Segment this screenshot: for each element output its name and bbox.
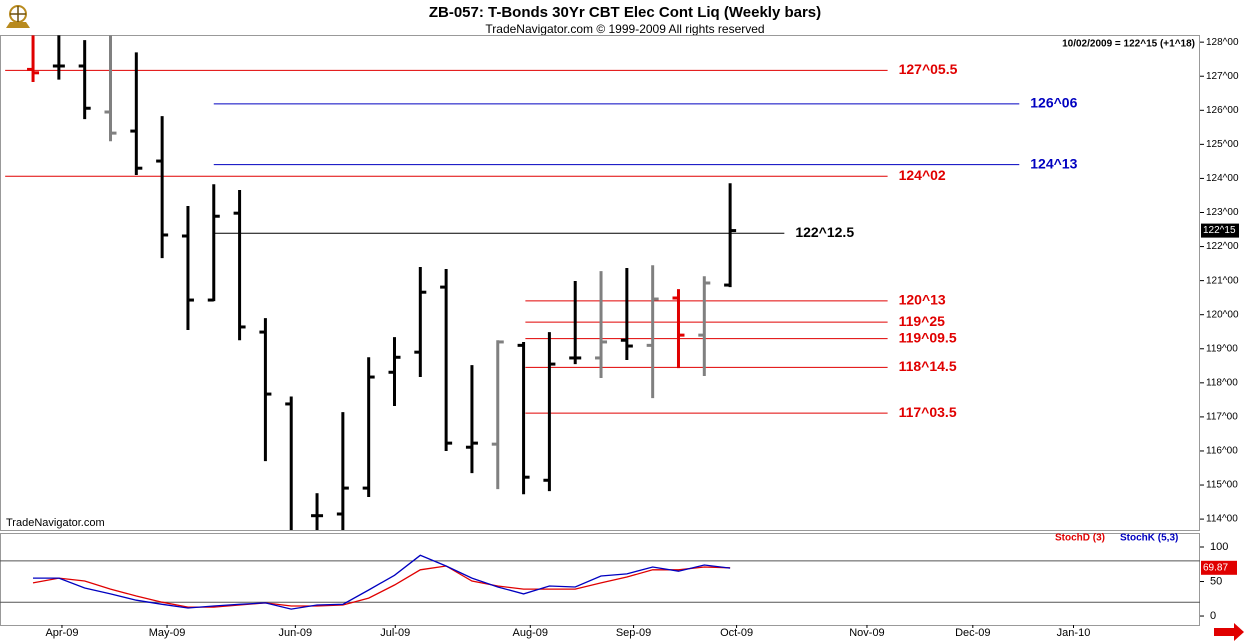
level-label: 120^13 <box>899 292 946 308</box>
x-tick-label: Jan-10 <box>1057 627 1091 639</box>
price-plot <box>5 35 1020 530</box>
y-tick-label: 117^00 <box>1206 412 1238 423</box>
chart-subtitle: TradeNavigator.com © 1999-2009 All right… <box>485 22 764 36</box>
y-tick-label: 0 <box>1210 610 1216 622</box>
y-tick-label: 119^00 <box>1206 343 1238 354</box>
x-tick-label: May-09 <box>149 627 186 639</box>
watermark: TradeNavigator.com <box>6 517 105 529</box>
y-tick-label: 123^00 <box>1206 207 1239 218</box>
scroll-arrow[interactable] <box>1214 623 1244 641</box>
x-tick-label: Apr-09 <box>45 627 78 639</box>
x-tick-label: Dec-09 <box>955 627 990 639</box>
level-label: 127^05.5 <box>899 61 958 77</box>
level-label: 117^03.5 <box>899 404 957 420</box>
level-label: 119^25 <box>899 313 946 329</box>
x-tick-label: Jul-09 <box>380 627 410 639</box>
y-tick-label: 120^00 <box>1206 309 1239 320</box>
level-label: 126^06 <box>1030 95 1077 111</box>
y-tick-label: 125^00 <box>1206 139 1239 150</box>
header-note: 10/02/2009 = 122^15 (+1^18) <box>1062 39 1195 50</box>
level-label: 124^13 <box>1030 155 1077 171</box>
stoch-plot <box>0 554 1200 610</box>
x-tick-label: Sep-09 <box>616 627 651 639</box>
chart-title: ZB-057: T-Bonds 30Yr CBT Elec Cont Liq (… <box>429 4 821 21</box>
y-tick-label: 124^00 <box>1206 173 1239 184</box>
y-tick-label: 126^00 <box>1206 105 1239 116</box>
x-tick-label: Nov-09 <box>849 627 884 639</box>
level-label: 119^09.5 <box>899 329 957 345</box>
y-tick-label: 100 <box>1210 541 1228 553</box>
level-label: 124^02 <box>899 167 946 183</box>
level-label: 122^12.5 <box>795 224 854 240</box>
legend-entry: StochD (3) <box>1055 533 1105 544</box>
y-tick-label: 121^00 <box>1206 275 1239 286</box>
y-tick-label: 122^00 <box>1206 241 1239 252</box>
last-value-label: 69.87 <box>1203 562 1228 573</box>
x-tick-label: Aug-09 <box>513 627 548 639</box>
y-tick-label: 115^00 <box>1206 480 1238 491</box>
y-tick-label: 118^00 <box>1206 377 1238 388</box>
last-price-box <box>1201 223 1239 238</box>
last-price-label: 122^15 <box>1203 225 1236 236</box>
stoch-line <box>32 565 731 608</box>
level-label: 118^14.5 <box>899 358 957 374</box>
y-tick-label: 116^00 <box>1206 446 1238 457</box>
stoch-panel <box>0 533 1200 626</box>
price-panel <box>0 35 1200 531</box>
y-tick-label: 50 <box>1210 575 1222 587</box>
last-value-box <box>1201 560 1237 575</box>
y-tick-label: 127^00 <box>1206 71 1239 82</box>
stoch-line <box>33 554 731 610</box>
legend-entry: StochK (5,3) <box>1120 533 1178 544</box>
y-tick-label: 114^00 <box>1206 514 1238 525</box>
x-tick-label: Oct-09 <box>720 627 753 639</box>
y-tick-label: 128^00 <box>1206 37 1239 48</box>
logo <box>6 5 30 28</box>
x-tick-label: Jun-09 <box>279 627 313 639</box>
